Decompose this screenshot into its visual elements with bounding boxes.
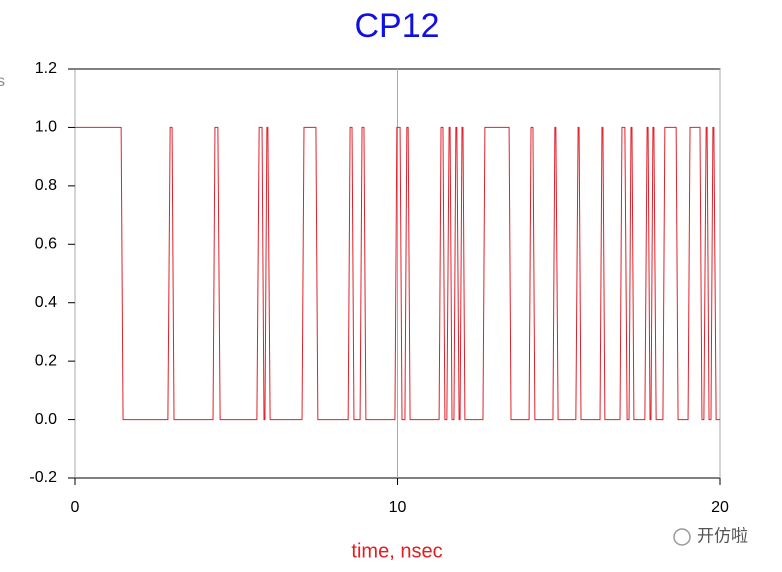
y-tick-label: 0.2 — [35, 352, 57, 369]
corner-text: s — [0, 73, 5, 90]
y-tick-label: 1.0 — [35, 119, 57, 136]
x-tick-label: 20 — [711, 499, 729, 516]
y-tick-label: 0.4 — [35, 294, 57, 311]
x-tick-label: 10 — [389, 499, 407, 516]
y-tick-label: 1.2 — [35, 60, 57, 77]
y-tick-label: -0.2 — [29, 469, 57, 486]
waveform-line — [75, 126, 720, 421]
y-tick-label: 0.8 — [35, 177, 57, 194]
x-tick-label: 0 — [71, 499, 80, 516]
watermark: 开仿啦 — [673, 526, 748, 546]
x-axis-label: time, nsec — [351, 540, 442, 562]
watermark-text: 开仿啦 — [697, 526, 748, 545]
chart-title: CP12 — [354, 7, 439, 45]
y-tick-label: 0.6 — [35, 236, 57, 253]
y-tick-label: 0.0 — [35, 411, 57, 428]
watermark-icon — [673, 528, 691, 546]
